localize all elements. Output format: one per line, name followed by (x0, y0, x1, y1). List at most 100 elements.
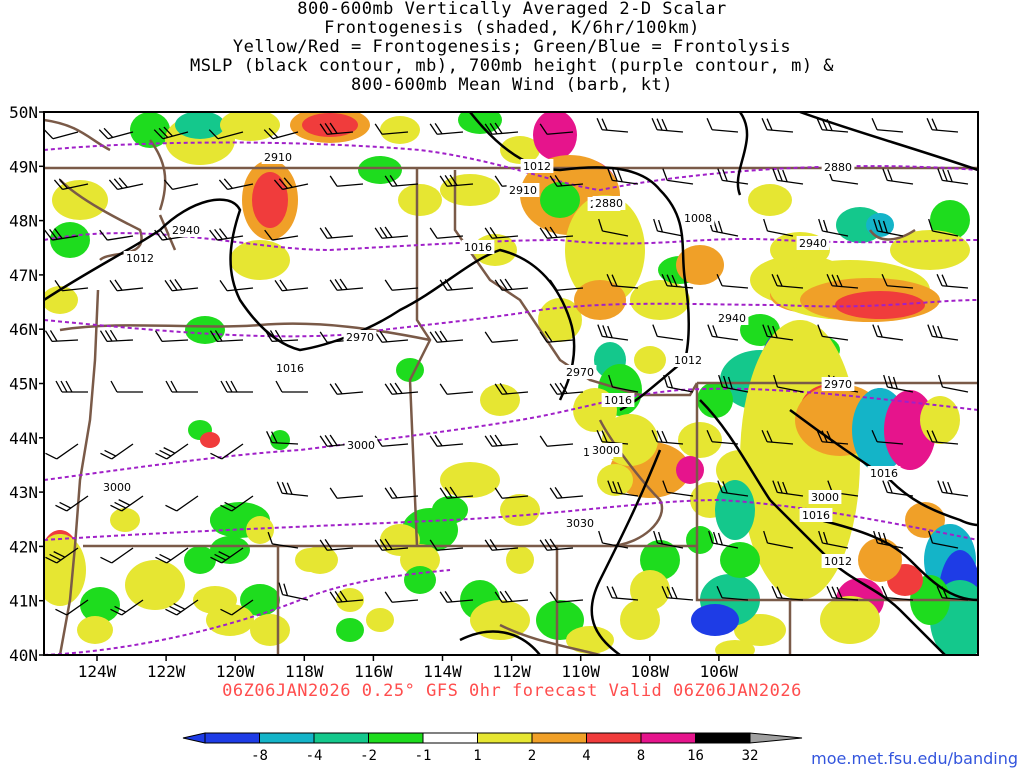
wind-barb (100, 443, 134, 460)
wind-barb (818, 530, 849, 549)
wind-barb (816, 429, 849, 445)
wind-barb (220, 495, 254, 512)
shading-patch (336, 618, 364, 642)
wind-barb (651, 117, 684, 133)
shading-patch (44, 286, 78, 314)
wind-barb (439, 486, 474, 499)
wind-barb (218, 178, 254, 191)
wind-barb (606, 585, 639, 601)
wind-barb (164, 278, 199, 292)
lat-label: 41N (9, 592, 38, 611)
wind-barb (598, 530, 629, 549)
height-label: 2940 (718, 312, 746, 325)
wind-barb (53, 178, 89, 191)
height-label-bg (589, 443, 623, 457)
wind-barb (484, 122, 519, 135)
pressure-label: 1012 (824, 555, 852, 568)
wind-barb (263, 127, 299, 140)
wind-barb (329, 590, 364, 603)
wind-barb (608, 374, 639, 393)
lon-label: 106W (700, 662, 739, 681)
wind-barb (539, 331, 574, 343)
source-credit[interactable]: moe.met.fsu.edu/banding (811, 749, 1018, 768)
shading-patch (565, 195, 645, 305)
height-label-bg (563, 516, 597, 530)
shading-patch (820, 596, 880, 644)
wind-barb (663, 374, 694, 393)
wind-barb (439, 279, 474, 291)
lon-label: 124W (78, 662, 117, 681)
wind-barb (109, 279, 144, 292)
wind-barb (484, 434, 519, 447)
wind-barb (927, 324, 959, 341)
wind-barb (763, 530, 794, 549)
wind-barb (110, 599, 144, 616)
wind-barb (494, 487, 529, 499)
shading-patch (252, 172, 288, 228)
colorbar-label: 16 (687, 748, 704, 764)
state-border (58, 289, 100, 655)
wind-barb (99, 329, 134, 343)
lon-label: 112W (492, 662, 531, 681)
wind-barb (717, 480, 749, 497)
mslp-contour (799, 112, 978, 172)
shading-patch (432, 496, 468, 524)
wind-barb (329, 278, 364, 291)
colorbar-segment (531, 732, 587, 744)
pressure-label: 1012 (674, 354, 702, 367)
wind-barb (539, 435, 574, 447)
wind-barb (165, 599, 199, 616)
colorbar-segment (586, 732, 642, 744)
wind-barb (926, 117, 959, 133)
shading-patch (480, 384, 520, 416)
shading-patch (691, 604, 739, 636)
shading-patch (634, 346, 666, 374)
wind-barb (275, 380, 308, 393)
wind-barb (928, 218, 959, 237)
shading-patch (734, 614, 786, 646)
height-label: 3030 (566, 517, 594, 530)
height-label-bg (592, 196, 626, 210)
wind-barb (596, 429, 629, 445)
wind-barb (210, 443, 244, 460)
wind-barb (873, 530, 904, 549)
shading-patch (566, 626, 614, 654)
height-label: 2940 (799, 237, 827, 250)
pressure-label-bg (520, 159, 554, 173)
height-label-bg (796, 236, 830, 250)
pressure-label-bg (799, 508, 833, 522)
shading-patch (398, 184, 442, 216)
colorbar: -8 -4 -2 -1 1 2 4 8 16 32 (182, 732, 803, 764)
wind-barb (374, 226, 409, 239)
wind-barb (319, 227, 354, 239)
wind-barb (384, 591, 419, 603)
shading-patch (678, 422, 722, 458)
colorbar-label: -1 (415, 748, 432, 764)
state-border (868, 228, 916, 241)
wind-barb (871, 429, 904, 445)
shading-patch (858, 538, 902, 582)
wind-barb (319, 122, 354, 135)
wind-barb (762, 324, 794, 341)
shading-patch (52, 180, 108, 220)
height-label-bg (808, 490, 842, 504)
wind-barb (494, 278, 529, 291)
wind-barb (662, 480, 694, 497)
wind-barb (163, 179, 199, 191)
state-border (148, 139, 177, 251)
height-label-bg (715, 311, 749, 325)
lat-label: 44N (9, 429, 38, 448)
shading-patch (440, 174, 500, 206)
wind-barb (439, 383, 474, 395)
shading-patch (500, 494, 540, 526)
pressure-label-bg (867, 466, 901, 480)
pressure-label-bg (123, 251, 157, 265)
shading-patch (336, 588, 364, 612)
wind-barb (607, 480, 639, 497)
valid-time-line: 06Z06JAN2026 0.25° GFS 0hr forecast Vali… (222, 681, 802, 701)
colorbar-label: 4 (582, 748, 590, 764)
wind-barb (761, 429, 794, 445)
title-line-5: 800-600mb Mean Wind (barb, kt) (350, 75, 674, 95)
wind-barb (816, 117, 849, 133)
